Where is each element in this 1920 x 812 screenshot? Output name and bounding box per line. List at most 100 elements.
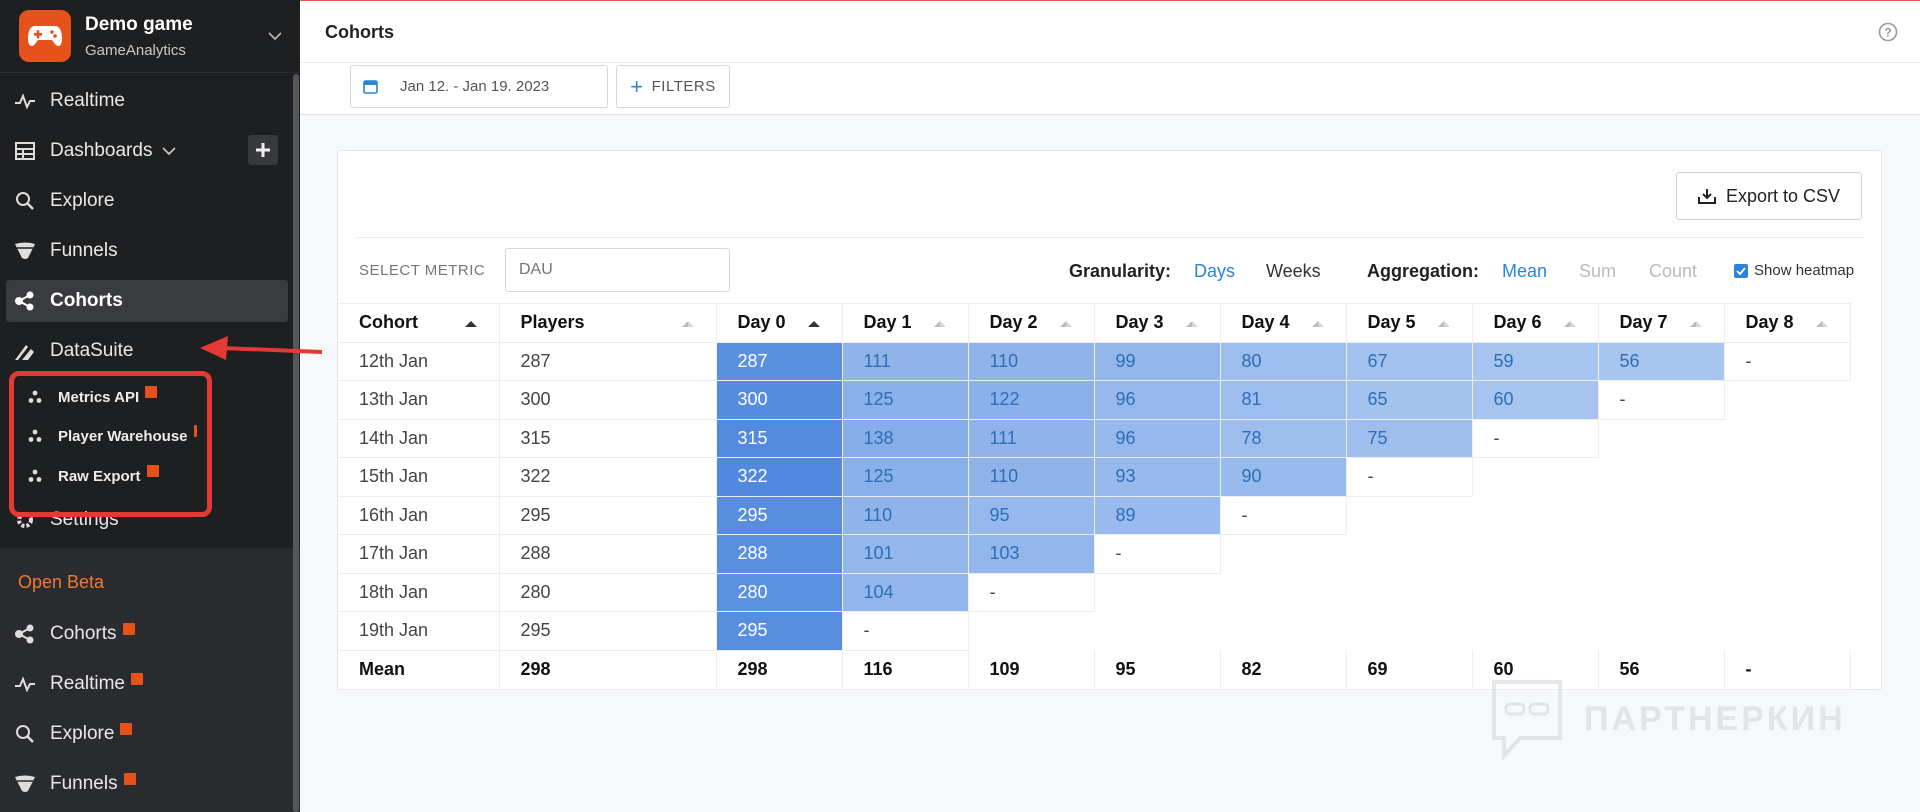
grid-icon: [14, 140, 36, 162]
show-heatmap-toggle[interactable]: Show heatmap: [1734, 262, 1854, 279]
table-row: 12th Jan 287 287 111 110 99 80 67 59 56-: [338, 342, 1851, 381]
nav-label: Dashboards: [50, 140, 153, 161]
cohort-cell: 122: [968, 380, 1095, 420]
aggregation-sum[interactable]: Sum: [1579, 261, 1617, 281]
sort-icon[interactable]: [1815, 320, 1828, 328]
sort-icon[interactable]: [464, 320, 477, 328]
add-dashboard-button[interactable]: [248, 135, 278, 165]
nav-funnels[interactable]: Funnels: [0, 230, 288, 272]
filters-label: FILTERS: [651, 78, 716, 95]
cohort-date: 16th Jan: [338, 496, 500, 535]
column-header[interactable]: Day 4: [1220, 303, 1347, 343]
sort-icon[interactable]: [933, 320, 946, 328]
sort-icon[interactable]: [1059, 320, 1072, 328]
column-header[interactable]: Day 3: [1094, 303, 1221, 343]
table-row: 14th Jan 315 315 138 111 96 78 75-: [338, 419, 1850, 458]
granularity-days[interactable]: Days: [1194, 261, 1236, 281]
cohort-cell: 104: [842, 573, 969, 612]
cohort-cell: 78: [1220, 419, 1347, 458]
players-count: 280: [499, 573, 717, 612]
sort-icon[interactable]: [1689, 320, 1702, 328]
nav-explore[interactable]: Explore: [0, 180, 288, 222]
nav-cohorts[interactable]: Cohorts: [6, 280, 288, 322]
help-icon[interactable]: ?: [1878, 22, 1898, 47]
column-header[interactable]: Players: [499, 303, 717, 343]
cohort-date: 18th Jan: [338, 573, 500, 612]
sort-icon[interactable]: [681, 320, 694, 328]
column-header[interactable]: Day 7: [1598, 303, 1725, 343]
cohort-cell: 110: [968, 457, 1095, 497]
cohort-cell: -: [1598, 380, 1725, 420]
beta-nav-explore[interactable]: Explore: [0, 713, 288, 755]
column-header[interactable]: Day 0: [716, 303, 843, 343]
sort-icon[interactable]: [1437, 320, 1450, 328]
nav-label: Realtime: [50, 673, 125, 694]
cohort-cell: -: [842, 611, 969, 651]
nav-datasuite[interactable]: DataSuite: [0, 330, 288, 372]
column-header[interactable]: Cohort: [338, 303, 500, 343]
cohort-cell: 110: [842, 496, 969, 535]
metric-input[interactable]: [505, 248, 730, 292]
chevron-down-icon[interactable]: [268, 28, 282, 46]
empty-cell: [1598, 496, 1724, 535]
beta-nav-funnels[interactable]: Funnels: [0, 763, 288, 805]
granularity-weeks[interactable]: Weeks: [1266, 261, 1321, 281]
granularity-label: Granularity:: [1069, 261, 1172, 281]
sub-metrics-api[interactable]: Metrics API: [28, 382, 158, 412]
column-header[interactable]: Day 8: [1724, 303, 1851, 343]
cohort-cell: 75: [1346, 419, 1473, 458]
column-header[interactable]: Day 6: [1472, 303, 1599, 343]
sort-icon[interactable]: [1185, 320, 1198, 328]
empty-cell: [1724, 458, 1850, 497]
cohort-cell: 56: [1598, 342, 1725, 381]
sub-label: Player Warehouse: [58, 427, 188, 445]
players-count: 295: [499, 496, 717, 535]
empty-cell: [1472, 535, 1598, 574]
sort-icon[interactable]: [1311, 320, 1324, 328]
sub-player-warehouse[interactable]: Player Warehouse: [28, 421, 197, 451]
checkbox-checked-icon[interactable]: [1734, 263, 1748, 278]
date-range-value: Jan 12. - Jan 19. 2023: [400, 78, 550, 95]
beta-nav-cohorts[interactable]: Cohorts: [0, 613, 288, 655]
cohort-cell: -: [1724, 342, 1851, 381]
app-switcher[interactable]: Demo game GameAnalytics: [0, 0, 300, 73]
arrow-annotation: [200, 336, 323, 360]
date-range-picker[interactable]: Jan 12. - Jan 19. 2023: [350, 65, 608, 108]
aggregation-count[interactable]: Count: [1649, 261, 1698, 281]
nav-label: Cohorts: [50, 623, 117, 644]
sort-icon[interactable]: [807, 320, 820, 328]
cohort-cell: 295: [716, 496, 843, 535]
filters-button[interactable]: + FILTERS: [616, 65, 730, 108]
nav-realtime[interactable]: Realtime: [0, 80, 288, 122]
external-link-icon: [123, 773, 136, 785]
aggregation-mean[interactable]: Mean: [1502, 261, 1548, 281]
chevron-down-icon[interactable]: [162, 140, 177, 162]
sub-raw-export[interactable]: Raw Export: [28, 461, 159, 491]
empty-cell: [1346, 496, 1472, 535]
mean-cell: 109: [968, 650, 1095, 690]
export-csv-button[interactable]: Export to CSV: [1676, 172, 1862, 220]
mean-label: Mean: [338, 650, 500, 690]
sidebar-scrollbar[interactable]: [293, 74, 299, 812]
sort-icon[interactable]: [1563, 320, 1576, 328]
cohort-cell: 322: [716, 457, 843, 497]
cohort-date: 13th Jan: [338, 380, 500, 420]
cohort-cell: -: [968, 573, 1095, 612]
column-header[interactable]: Day 2: [968, 303, 1095, 343]
cohort-date: 12th Jan: [338, 342, 500, 381]
cohort-cell: -: [1472, 419, 1599, 458]
beta-nav-realtime[interactable]: Realtime: [0, 663, 288, 705]
table-row: 13th Jan 300 300 125 122 96 81 65 60-: [338, 380, 1850, 420]
column-header-label: Day 7: [1619, 312, 1668, 333]
dots-icon: [28, 469, 42, 482]
column-header-label: Day 2: [989, 312, 1038, 333]
empty-cell: [1598, 573, 1724, 612]
cohort-table: Cohort Players Day 0 Day 1 Day 2 Day 3 Day 4 Da…: [338, 303, 1851, 690]
mean-cell: -: [1724, 650, 1851, 690]
column-header[interactable]: Day 1: [842, 303, 969, 343]
empty-cell: [1598, 535, 1724, 574]
external-link-icon: [146, 465, 159, 477]
players-count: 300: [499, 380, 717, 420]
column-header[interactable]: Day 5: [1346, 303, 1473, 343]
nav-dashboards[interactable]: Dashboards: [0, 130, 288, 172]
